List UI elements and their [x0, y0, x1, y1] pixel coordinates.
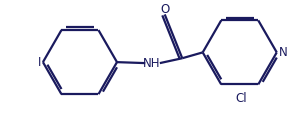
Text: NH: NH: [143, 57, 161, 70]
Text: O: O: [160, 3, 169, 16]
Text: Cl: Cl: [236, 92, 248, 105]
Text: N: N: [279, 46, 287, 59]
Text: I: I: [38, 56, 41, 69]
